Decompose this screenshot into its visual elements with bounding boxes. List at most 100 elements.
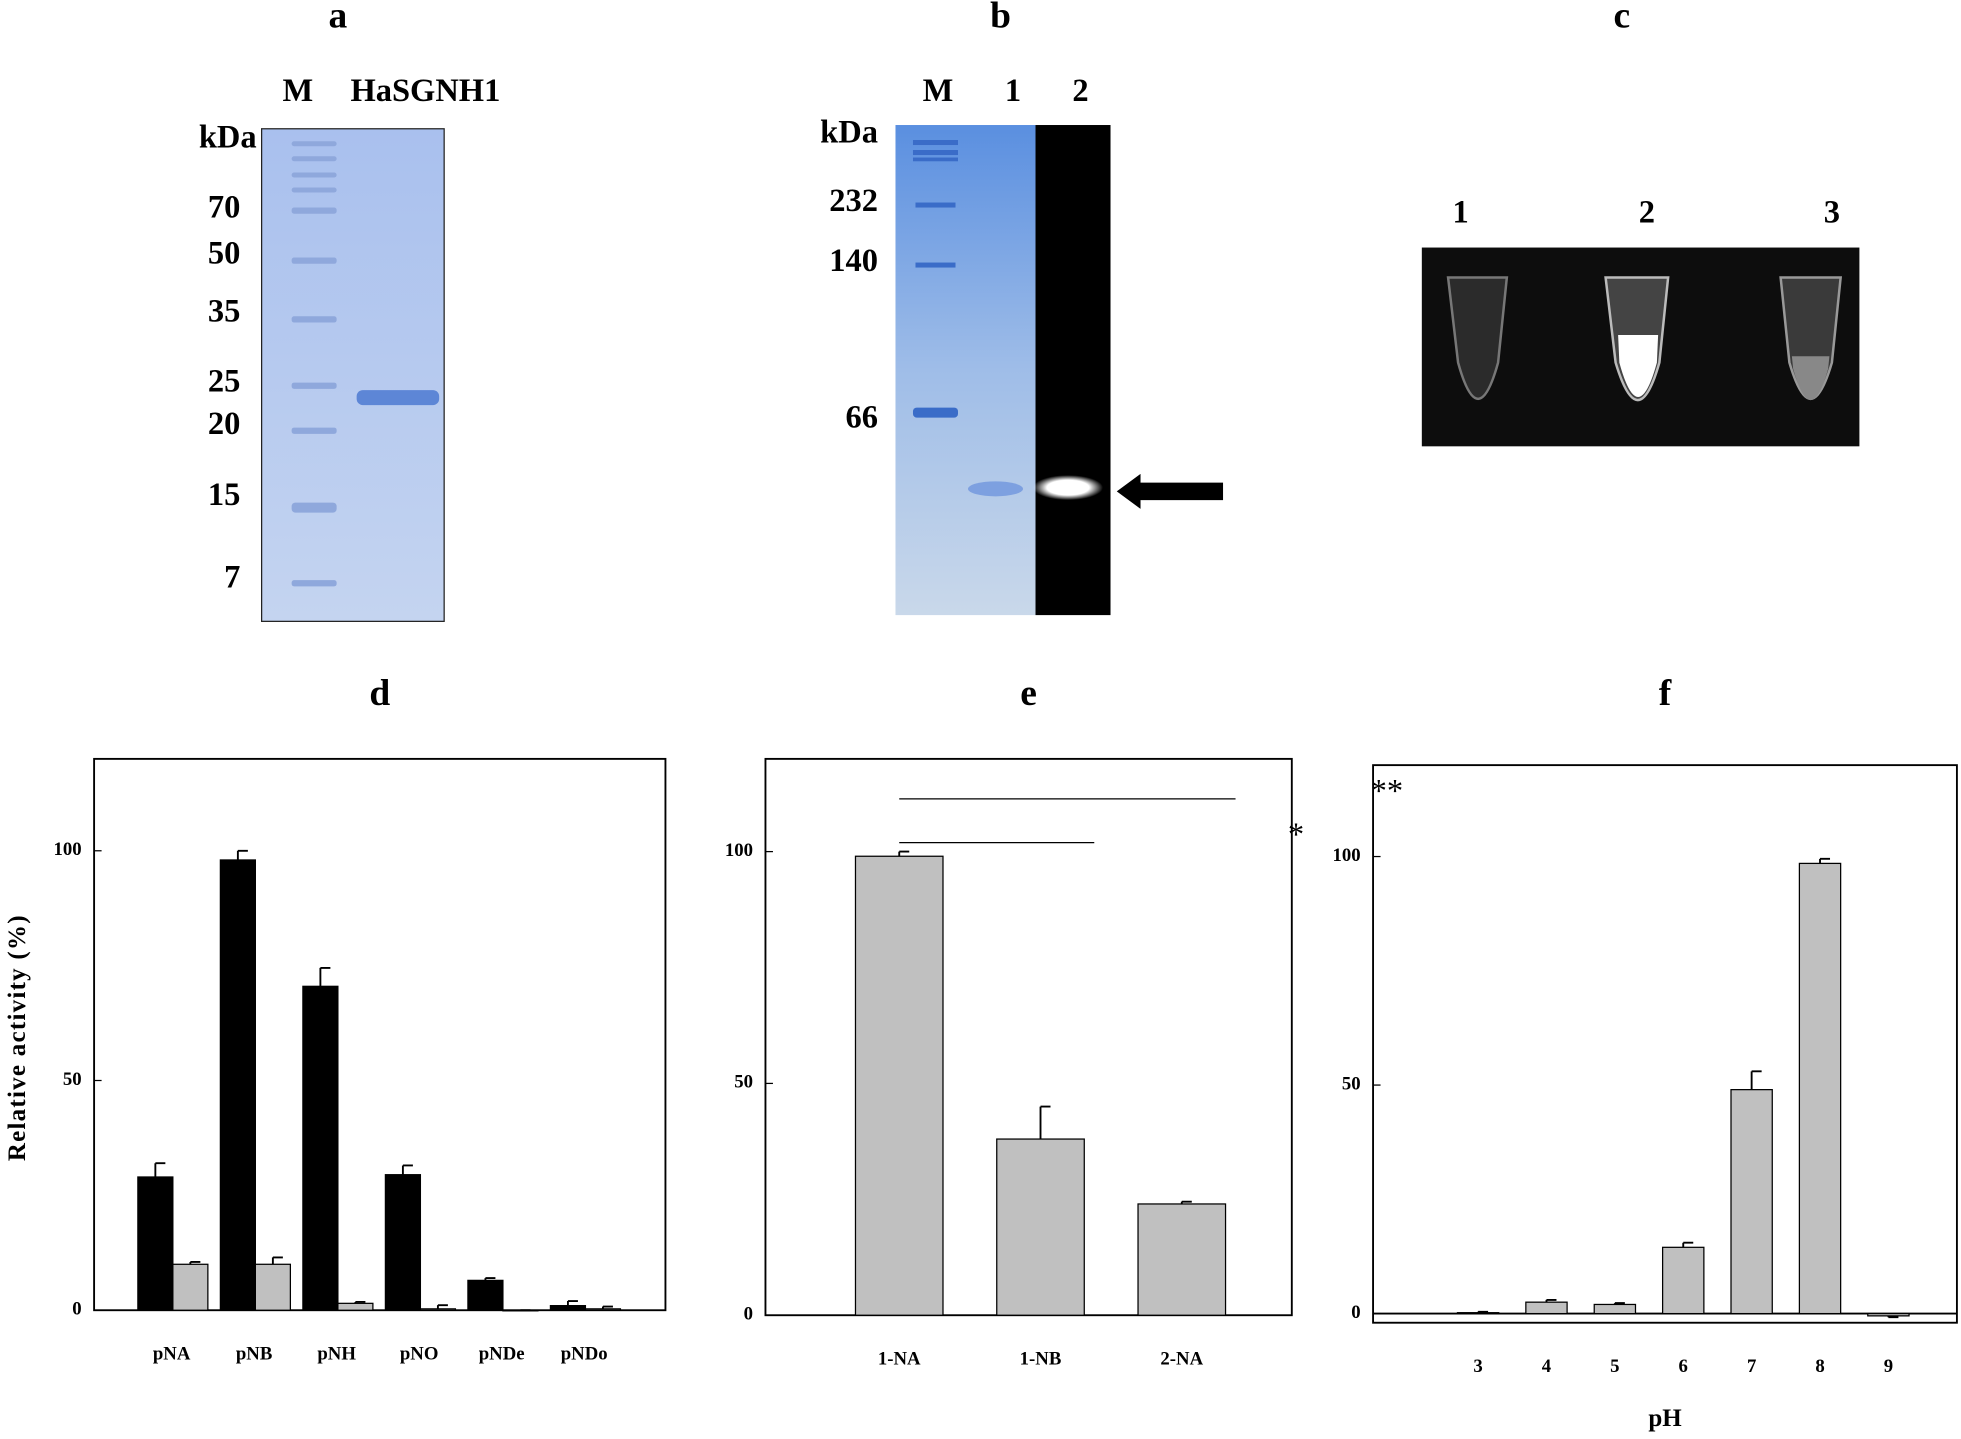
lane-label: HaSGNH1 — [350, 73, 500, 109]
error-bar — [401, 1164, 413, 1175]
protein-band — [356, 390, 440, 406]
y-axis-label: Relative activity (%) — [4, 914, 31, 1161]
x-tick-label: 4 — [1542, 1356, 1552, 1377]
x-tick-label: 3 — [1473, 1356, 1482, 1377]
bar — [467, 1279, 504, 1311]
y-tick-label: 0 — [1351, 1302, 1360, 1323]
bar — [254, 1263, 292, 1311]
bar — [1867, 1312, 1910, 1317]
marker-label: 66 — [845, 400, 878, 436]
lane-label: 2 — [1072, 73, 1088, 109]
error-bar — [566, 1300, 578, 1306]
marker-label: 20 — [208, 406, 241, 442]
error-bar — [484, 1277, 496, 1281]
bar — [1525, 1301, 1568, 1315]
significance-label: * — [1288, 817, 1304, 853]
error-bar — [189, 1261, 201, 1265]
x-tick-label: pNO — [400, 1344, 439, 1365]
bar — [1593, 1303, 1637, 1315]
error-bar — [319, 966, 331, 987]
x-axis-label: pH — [1648, 1405, 1682, 1432]
x-tick-label: 2-NA — [1160, 1349, 1203, 1370]
bar — [502, 1309, 539, 1312]
error-bar — [1477, 1310, 1489, 1313]
error-bar — [436, 1304, 448, 1309]
x-tick-label: 9 — [1884, 1356, 1893, 1377]
bar — [137, 1176, 174, 1311]
x-tick-label: pNA — [153, 1344, 191, 1365]
active-band — [1033, 475, 1104, 501]
error-bar — [1613, 1302, 1625, 1305]
lane-label: M — [923, 73, 954, 109]
y-tick-label: 50 — [1342, 1073, 1361, 1094]
ladder — [912, 140, 958, 418]
lane-label: M — [283, 73, 314, 109]
unit-label: kDa — [820, 114, 878, 150]
error-bar — [236, 849, 248, 860]
bar — [584, 1308, 622, 1311]
x-tick-label: 1-NB — [1020, 1349, 1062, 1370]
y-tick-label: 50 — [734, 1072, 753, 1093]
error-bar — [1039, 1105, 1051, 1140]
panel-label: f — [1659, 673, 1672, 714]
marker-label: 7 — [224, 560, 240, 596]
lane-label: 2 — [1639, 194, 1655, 230]
bar — [419, 1308, 457, 1311]
panel-label: e — [1020, 673, 1037, 714]
y-tick-label: 0 — [72, 1299, 81, 1320]
y-tick-label: 100 — [725, 840, 753, 861]
error-bar — [898, 850, 910, 857]
zymogram — [1035, 125, 1111, 616]
bar — [337, 1302, 374, 1311]
bar — [1456, 1312, 1500, 1315]
error-bar — [154, 1162, 166, 1177]
bar — [549, 1305, 587, 1311]
gel — [895, 125, 1036, 616]
error-bar — [354, 1301, 366, 1304]
y-tick-label: 100 — [53, 839, 81, 860]
ladder — [291, 141, 337, 587]
protein-band — [967, 481, 1024, 497]
marker-label: 35 — [208, 293, 241, 329]
bar — [1137, 1203, 1227, 1316]
x-tick-label: pNDo — [561, 1344, 608, 1365]
tubes — [1446, 276, 1843, 402]
marker-label: 25 — [208, 363, 241, 399]
marker-label: 140 — [829, 243, 878, 279]
bar — [172, 1263, 209, 1311]
x-tick-label: 7 — [1747, 1356, 1756, 1377]
error-bar — [271, 1256, 283, 1265]
gel — [261, 128, 445, 622]
panel-label: d — [369, 673, 390, 714]
bar — [1661, 1246, 1705, 1315]
panel-label: b — [990, 0, 1011, 36]
marker-label: 15 — [208, 477, 241, 513]
unit-label: kDa — [199, 119, 257, 155]
marker-label: 50 — [208, 236, 241, 272]
x-tick-label: 1-NA — [878, 1349, 921, 1370]
plot-frame — [93, 757, 667, 1312]
bar — [1730, 1089, 1773, 1315]
x-tick-label: pNB — [236, 1344, 272, 1365]
error-bar — [1887, 1315, 1899, 1319]
arrow — [1116, 473, 1224, 509]
x-tick-label: 6 — [1679, 1356, 1688, 1377]
panel-label: a — [329, 0, 348, 36]
error-bar — [1819, 857, 1831, 864]
lane-label: 1 — [1005, 73, 1021, 109]
x-tick-label: 8 — [1815, 1356, 1824, 1377]
x-tick-label: 5 — [1610, 1356, 1619, 1377]
y-tick-label: 50 — [63, 1069, 82, 1090]
x-tick-label: pNDe — [479, 1344, 525, 1365]
lane-label: 1 — [1452, 194, 1468, 230]
x-tick-label: pNH — [317, 1344, 356, 1365]
y-tick-label: 0 — [744, 1304, 753, 1325]
bar — [302, 985, 339, 1311]
bar — [1798, 862, 1842, 1315]
significance-label: ** — [1371, 773, 1404, 809]
bar — [384, 1174, 422, 1311]
error-bar — [601, 1305, 613, 1309]
bar — [219, 859, 256, 1311]
panel-label: c — [1614, 0, 1631, 36]
